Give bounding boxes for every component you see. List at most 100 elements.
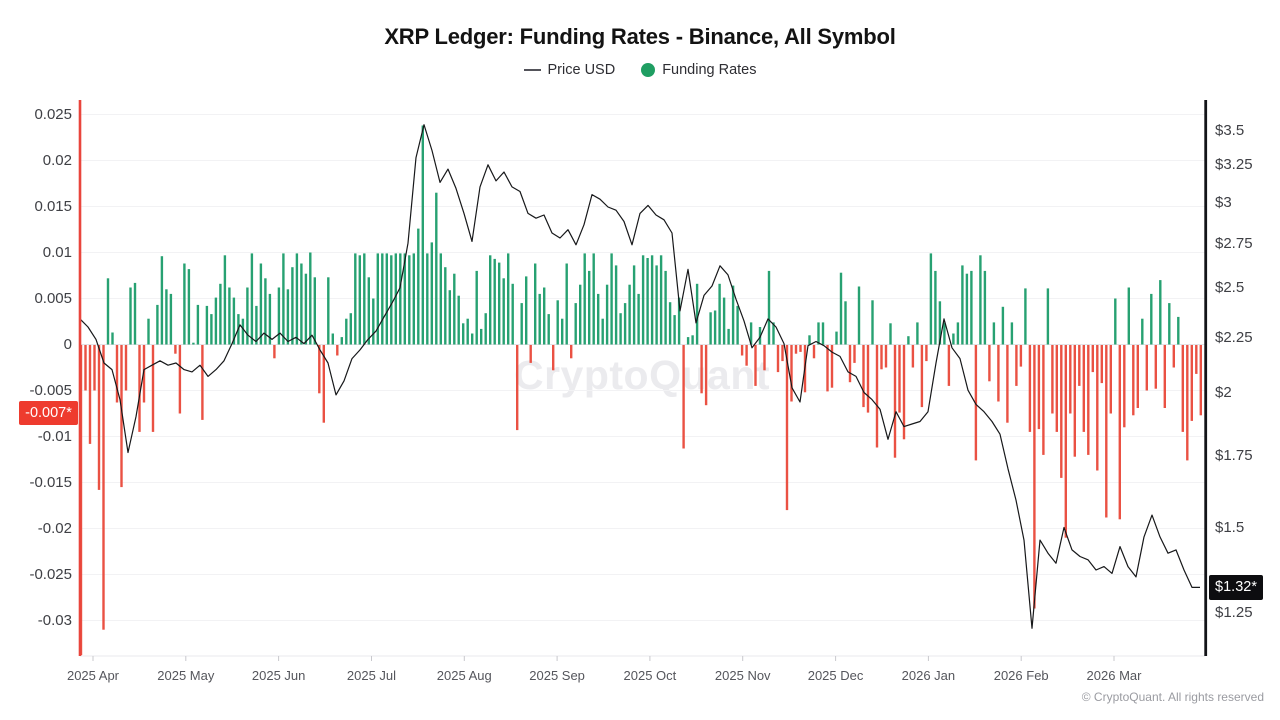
funding-bar-positive (534, 263, 537, 345)
funding-bar-positive (817, 322, 820, 345)
funding-bar-negative (318, 345, 321, 394)
funding-bar-negative (1163, 345, 1166, 408)
funding-dot-marker-icon (641, 63, 656, 77)
funding-bar-positive (187, 269, 191, 345)
right-axis-tick-label: $2.25 (1215, 328, 1253, 346)
funding-bar-positive (637, 293, 640, 345)
x-axis-month-label: 2025 Sep (529, 668, 585, 683)
funding-bar-positive (1150, 293, 1153, 345)
funding-bar-positive (426, 253, 429, 345)
funding-bar-negative (84, 345, 87, 391)
funding-bar-positive (223, 255, 227, 345)
funding-bar-positive (592, 253, 595, 345)
funding-bar-positive (507, 253, 510, 345)
funding-bar-positive (313, 277, 316, 345)
funding-bar-positive (839, 272, 843, 345)
funding-bar-positive (502, 278, 505, 345)
funding-bar-positive (722, 297, 726, 345)
funding-bar-negative (754, 345, 757, 386)
funding-bar-positive (889, 323, 892, 345)
funding-bar-negative (1109, 345, 1112, 414)
funding-bar-positive (277, 287, 281, 345)
funding-bar-negative (1033, 345, 1036, 609)
funding-bar-positive (713, 310, 717, 345)
funding-bar-negative (1064, 345, 1067, 538)
right-axis-tick-label: $1.75 (1215, 446, 1253, 464)
funding-bar-negative (745, 345, 748, 366)
x-axis-month-label: 2025 Jun (251, 668, 306, 683)
funding-bar-positive (403, 253, 406, 345)
right-axis-tick-label: $3.25 (1215, 156, 1253, 174)
funding-bar-negative (273, 345, 276, 359)
funding-bar-positive (367, 277, 370, 345)
legend-item-price[interactable]: Price USD (523, 62, 615, 78)
funding-bar-positive (641, 255, 645, 345)
left-axis-tick-label: -0.015 (29, 474, 72, 491)
x-axis-month-label: 2026 Jan (901, 668, 956, 683)
funding-bar-negative (763, 345, 766, 371)
funding-bar-negative (142, 345, 146, 403)
funding-bar-positive (1159, 280, 1162, 345)
funding-bar-positive (749, 322, 753, 345)
funding-bar-negative (516, 345, 519, 431)
funding-bar-negative (848, 345, 852, 383)
funding-bar-positive (1010, 322, 1014, 345)
funding-bar-positive (983, 270, 987, 345)
funding-bar-positive (650, 255, 654, 345)
right-axis-tick-label: $2 (1215, 384, 1232, 402)
x-axis-month-label: 2025 Aug (436, 668, 492, 683)
x-axis-month-label: 2025 May (157, 668, 215, 683)
funding-bar-positive (489, 255, 492, 345)
funding-bar-negative (902, 345, 906, 440)
funding-bar-positive (588, 270, 591, 345)
funding-bar-positive (160, 256, 164, 345)
funding-bar-positive (246, 287, 249, 345)
funding-bar-positive (835, 331, 838, 345)
funding-bar-positive (601, 318, 604, 345)
funding-bar-negative (1096, 345, 1099, 471)
funding-bar-positive (956, 322, 960, 345)
funding-bar-negative (102, 345, 105, 630)
funding-bar-positive (619, 313, 622, 345)
funding-bar-positive (709, 312, 712, 345)
x-axis-month-label: 2025 Nov (714, 668, 771, 683)
funding-bar-negative (1060, 345, 1063, 478)
funding-bar-positive (381, 253, 384, 345)
funding-bar-negative (947, 345, 951, 386)
funding-bar-positive (358, 255, 361, 345)
funding-bar-positive (232, 297, 236, 345)
funding-bar-negative (1136, 345, 1139, 408)
funding-bar-positive (907, 336, 910, 345)
funding-bar-positive (300, 263, 303, 345)
funding-bar-positive (498, 262, 501, 345)
funding-bar-positive (731, 285, 735, 345)
funding-bar-positive (1024, 288, 1027, 345)
left-axis-tick-label: -0.025 (29, 566, 72, 583)
funding-bar-positive (196, 304, 200, 345)
x-axis-month-label: 2025 Dec (807, 668, 864, 683)
funding-bar-positive (250, 253, 254, 345)
funding-bar-positive (484, 313, 487, 345)
funding-bar-positive (264, 278, 267, 345)
funding-bar-negative (178, 345, 182, 414)
funding-bar-negative (1154, 345, 1157, 389)
funding-bar-negative (88, 345, 92, 444)
funding-bar-positive (934, 270, 937, 345)
funding-bar-negative (875, 345, 879, 448)
funding-bar-negative (988, 345, 991, 382)
funding-bar-negative (1019, 345, 1023, 367)
right-axis-tick-label: $1.25 (1215, 604, 1253, 622)
funding-bar-positive (399, 253, 402, 345)
funding-bar-negative (93, 345, 96, 391)
funding-bar-positive (1168, 303, 1171, 345)
funding-bar-positive (106, 278, 110, 345)
funding-bar-positive (916, 322, 919, 345)
funding-bar-positive (192, 342, 195, 345)
funding-bar-positive (695, 283, 699, 345)
legend-item-funding[interactable]: Funding Rates (641, 62, 757, 78)
funding-bar-positive (565, 263, 568, 345)
left-axis-spine (78, 100, 82, 656)
funding-bar-positive (376, 253, 379, 345)
funding-bar-positive (111, 332, 114, 345)
